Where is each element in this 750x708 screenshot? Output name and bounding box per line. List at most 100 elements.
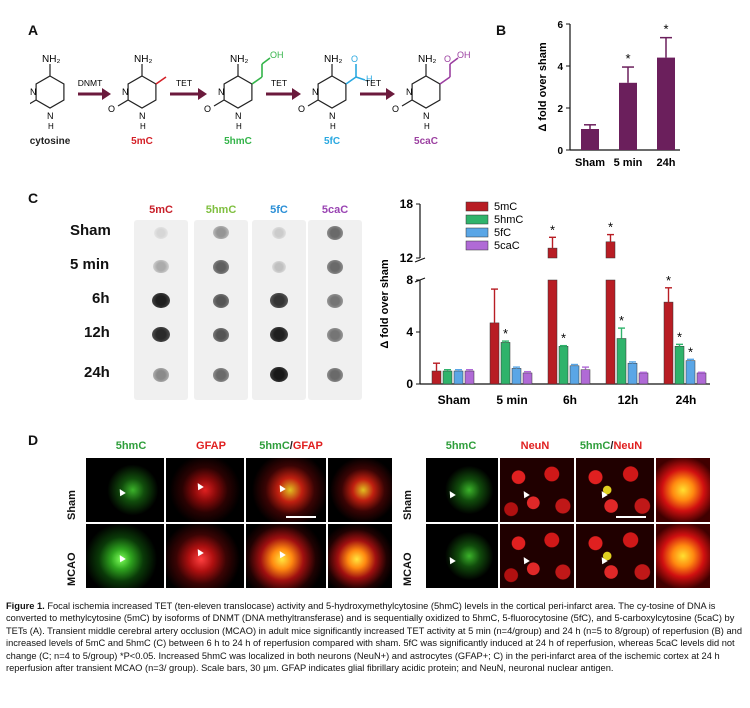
5mc-derivatives-chart: 0 4 8 12 18 Δ fold over sham Sham * 5 min * * 6h * * 1… (379, 197, 710, 407)
ring-nitrogen: N (47, 111, 54, 121)
micro-5hmc-neun (576, 458, 654, 522)
row-sham-right: Sham (402, 490, 414, 520)
caption-text: Focal ischemia increased TET (ten-eleven… (6, 601, 742, 674)
bar-sham (581, 129, 599, 150)
col-neun: NeuN (520, 440, 550, 452)
significance-marker: * (688, 344, 693, 359)
arrow-head (292, 88, 301, 100)
pyrimidine-ring (35, 75, 65, 109)
ring-nitrogen: N (30, 87, 37, 97)
x-tick-label: Sham (438, 393, 471, 407)
y-tick-label: 4 (406, 325, 413, 339)
blot-row-5min: 5 min (70, 256, 110, 273)
carbonyl-oxygen: O (108, 104, 115, 114)
y-tick-label: 2 (557, 104, 563, 115)
blot-col-5fc: 5fC (270, 204, 288, 216)
carbonyl-oxygen: O (204, 104, 211, 114)
ring-nitrogen: N (235, 111, 242, 121)
legend-label: 5caC (494, 240, 520, 252)
carboxyl-bond (449, 57, 459, 65)
significance-marker: * (561, 331, 566, 346)
y-axis-label: Δ fold over sham (379, 259, 391, 348)
figure-caption: Figure 1. Focal ischemia increased TET (… (6, 600, 744, 674)
ring-nitrogen: N (312, 87, 319, 97)
bar-5cac (696, 372, 707, 385)
blot-dot (153, 260, 169, 274)
micro-5hmc-gfap (246, 458, 326, 522)
substituent-bond (155, 76, 167, 85)
bar-5cac (522, 372, 533, 385)
blot-dot (152, 293, 170, 309)
aldehyde-hydrogen: H (366, 74, 373, 84)
micro-5hmc-neun (576, 524, 654, 588)
molecule-label: cytosine (30, 136, 71, 147)
y-tick-label: 4 (557, 62, 563, 73)
legend-swatch (465, 201, 489, 212)
y-tick-label: 12 (400, 251, 414, 265)
bar-5cac (464, 370, 475, 385)
ring-nitrogen: N (139, 111, 146, 121)
bar-5mc (547, 247, 558, 259)
bar-5mc (489, 322, 500, 385)
carbonyl-bond (30, 99, 37, 105)
amine-group: NH₂ (324, 54, 342, 65)
blot-dot (326, 259, 344, 274)
scale-bar (616, 516, 646, 518)
x-tick-label: 5 min (614, 157, 643, 169)
header-slash: / (289, 440, 293, 452)
legend-label: 5fC (494, 227, 511, 239)
aldehyde-bond (355, 76, 366, 81)
x-tick-label: 24h (657, 157, 676, 169)
carbonyl-bond (401, 99, 413, 107)
bar-5hmc (442, 370, 453, 385)
micro-neun-zoom (656, 524, 710, 588)
y-tick-label: 18 (400, 197, 414, 211)
ring-hydrogen: H (330, 122, 336, 131)
legend-swatch (465, 214, 489, 225)
ring-nitrogen: N (122, 87, 129, 97)
blot-dot (152, 327, 170, 343)
significance-marker: * (550, 222, 555, 237)
c5-substituent (155, 76, 167, 85)
micro-gfap-zoom (328, 458, 392, 522)
blot-dot (213, 226, 229, 240)
header-slash: / (610, 440, 614, 452)
significance-marker: * (677, 329, 682, 344)
substituent-bond (251, 76, 263, 85)
col-5hmc-right: 5hmC (445, 440, 477, 452)
blot-dot (271, 260, 287, 274)
blot-dot (271, 226, 287, 240)
bar-5hmc (674, 346, 685, 385)
y-tick-label: 8 (406, 273, 413, 287)
reaction-arrow: TET (266, 78, 301, 100)
blot-row-12h: 12h (84, 324, 110, 341)
blot-row-6h: 6h (92, 290, 110, 307)
c5-substituent: O OH (439, 50, 471, 85)
bar-5cac (638, 372, 649, 385)
blot-dot (326, 293, 344, 308)
bar-5min (619, 82, 637, 150)
significance-marker: * (608, 220, 613, 235)
legend-label: 5hmC (494, 214, 523, 226)
header-part: GFAP (292, 440, 323, 452)
bar-5cac (580, 369, 591, 385)
x-tick-label: Sham (575, 157, 605, 169)
blot-row-sham: Sham (70, 222, 111, 239)
reaction-arrow: TET (360, 78, 395, 100)
blot-dot (212, 327, 230, 342)
blot-col-5mc: 5mC (149, 204, 173, 216)
substituent-bond (439, 76, 451, 85)
micro-gfap (166, 524, 244, 588)
bar-5hmc (616, 338, 627, 385)
row-mcao: MCAO (66, 552, 78, 586)
ring-hydrogen: H (48, 122, 54, 131)
ring-nitrogen: N (406, 87, 413, 97)
micro-5hmc (86, 458, 164, 522)
caption-label: Figure 1. (6, 601, 45, 611)
significance-marker: * (619, 313, 624, 328)
blot-dot (212, 367, 230, 382)
arrow-head (198, 88, 207, 100)
